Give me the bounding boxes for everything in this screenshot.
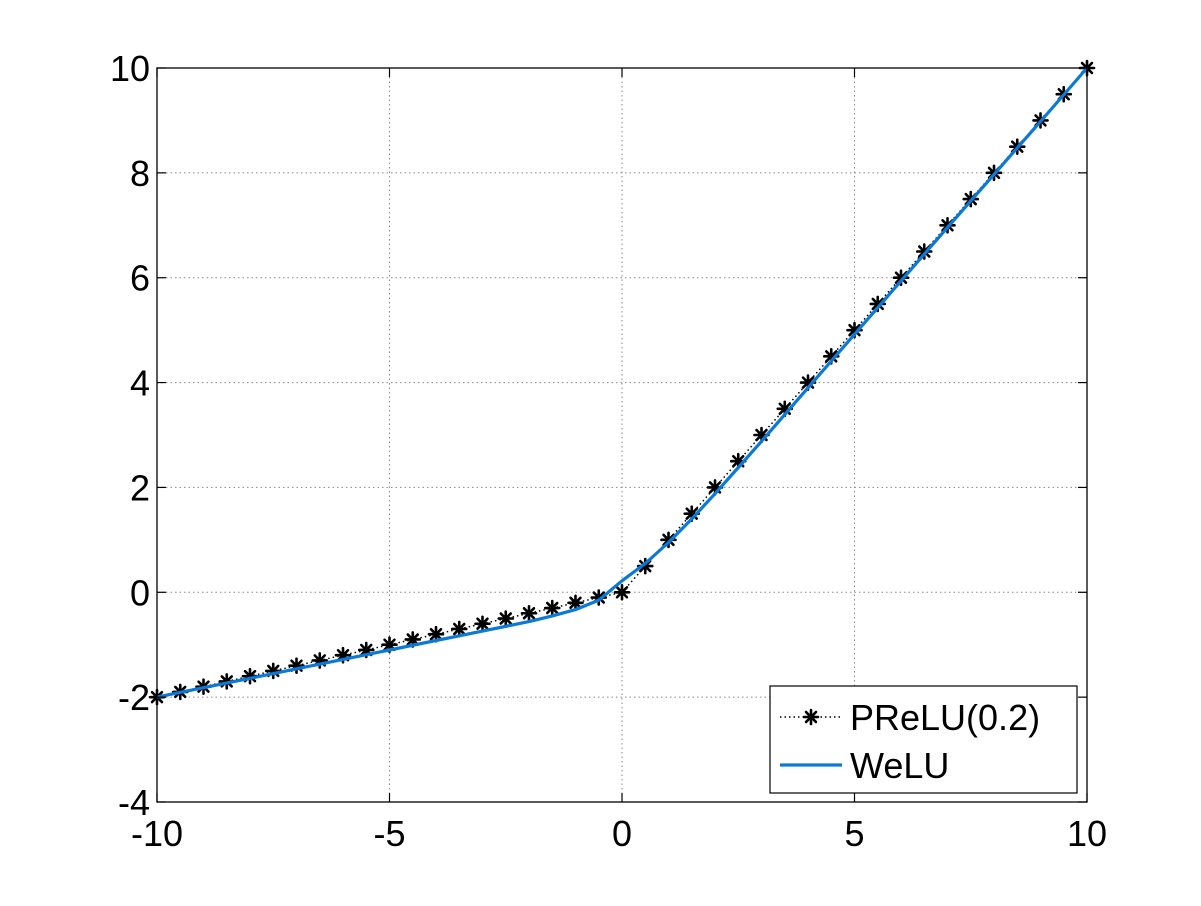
y-tick-label: 8 [130,153,150,194]
y-tick-label: 4 [130,363,150,404]
x-tick-label: -10 [131,813,183,854]
legend-label: WeLU [850,745,949,786]
axis-ticks: -10 -5 0 5 10 -4 -2 0 2 4 6 8 10 [110,48,1107,854]
data-point-star-marker [497,610,515,627]
data-point-star-marker [520,604,538,622]
y-tick-label: 2 [130,467,150,508]
x-tick-label: -5 [373,813,405,854]
y-tick-label: 10 [110,48,150,89]
x-tick-label: 5 [844,813,864,854]
series-line-welu [156,66,1089,699]
data-point-star-marker [543,599,561,617]
y-tick-label: -2 [118,677,150,718]
y-tick-label: 0 [130,572,150,613]
data-point-star-marker [660,531,677,549]
series-line-prelu [156,67,1088,698]
legend-box [769,685,1078,794]
legend-label: PReLU(0.2) [850,697,1040,738]
legend: PReLU(0.2) WeLU [769,685,1078,794]
x-tick-label: 10 [1067,813,1107,854]
y-tick-label: 6 [130,258,150,299]
x-tick-label: 0 [612,813,632,854]
data-point-star-marker [474,615,491,633]
data-point-star-marker [567,594,584,612]
y-tick-label: -4 [118,782,150,823]
legend-star-marker [802,708,820,726]
data-point-star-marker [613,583,631,601]
data-point-star-marker [450,620,468,638]
